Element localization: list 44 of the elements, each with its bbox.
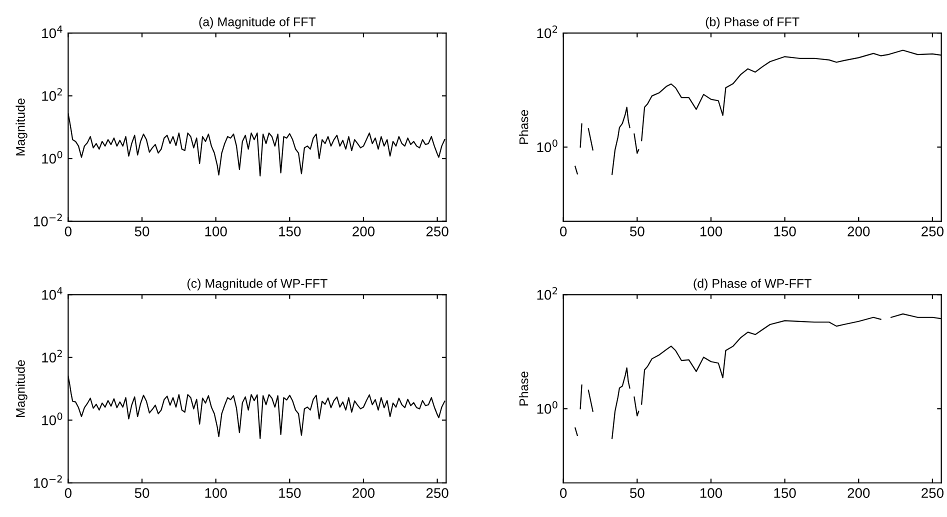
- x-tick-label: 0: [560, 488, 567, 498]
- x-tick-label: 150: [774, 226, 796, 236]
- chart-title: (c) Magnitude of WP-FFT: [187, 278, 328, 290]
- y-tick-label: 10$^{−2}$: [34, 214, 62, 226]
- y-axis-title: Magnitude: [16, 98, 28, 156]
- x-tick-label: 0: [64, 226, 72, 236]
- y-tick-label: 10$^{0}$: [537, 401, 558, 414]
- chart-title: (b) Phase of FFT: [706, 17, 800, 29]
- y-tick-label: 10$^{−2}$: [34, 475, 62, 488]
- x-tick-label: 50: [134, 488, 150, 498]
- x-tick-label: 50: [134, 226, 150, 236]
- y-tick-label: 10$^{4}$: [42, 287, 62, 300]
- x-tick-label: 100: [700, 226, 722, 236]
- y-axis-title: Phase: [519, 110, 528, 144]
- x-tick-label: 250: [922, 226, 944, 236]
- y-tick-label: 10$^{2}$: [537, 287, 558, 300]
- x-tick-label: 100: [205, 226, 227, 236]
- x-tick-label: 250: [922, 488, 944, 498]
- x-tick-label: 100: [205, 488, 227, 498]
- y-tick-label: 10$^{4}$: [42, 26, 62, 38]
- y-tick-label: 10$^{0}$: [42, 150, 62, 164]
- x-tick-label: 150: [279, 488, 301, 498]
- y-axis-title: Phase: [519, 372, 528, 406]
- x-tick-label: 200: [352, 488, 375, 498]
- x-tick-label: 50: [630, 488, 644, 498]
- x-tick-label: 0: [560, 226, 567, 236]
- x-tick-label: 0: [64, 488, 72, 498]
- y-tick-label: 10$^{2}$: [537, 25, 558, 38]
- y-tick-label: 10$^{0}$: [42, 412, 62, 426]
- y-tick-label: 10$^{0}$: [537, 140, 558, 152]
- x-tick-label: 250: [426, 488, 448, 498]
- x-tick-label: 100: [700, 488, 722, 498]
- x-tick-label: 150: [774, 488, 796, 498]
- y-tick-label: 10$^{2}$: [42, 350, 62, 362]
- y-axis-title: Magnitude: [16, 360, 28, 417]
- x-tick-label: 50: [630, 226, 644, 236]
- x-tick-label: 250: [426, 226, 448, 236]
- x-tick-label: 200: [352, 226, 375, 236]
- chart-title: (a) Magnitude of FFT: [199, 17, 316, 29]
- x-tick-label: 200: [848, 488, 870, 498]
- x-tick-label: 200: [848, 226, 870, 236]
- y-tick-label: 10$^{2}$: [42, 88, 62, 101]
- x-tick-label: 150: [279, 226, 301, 236]
- chart-title: (d) Phase of WP-FFT: [694, 278, 812, 290]
